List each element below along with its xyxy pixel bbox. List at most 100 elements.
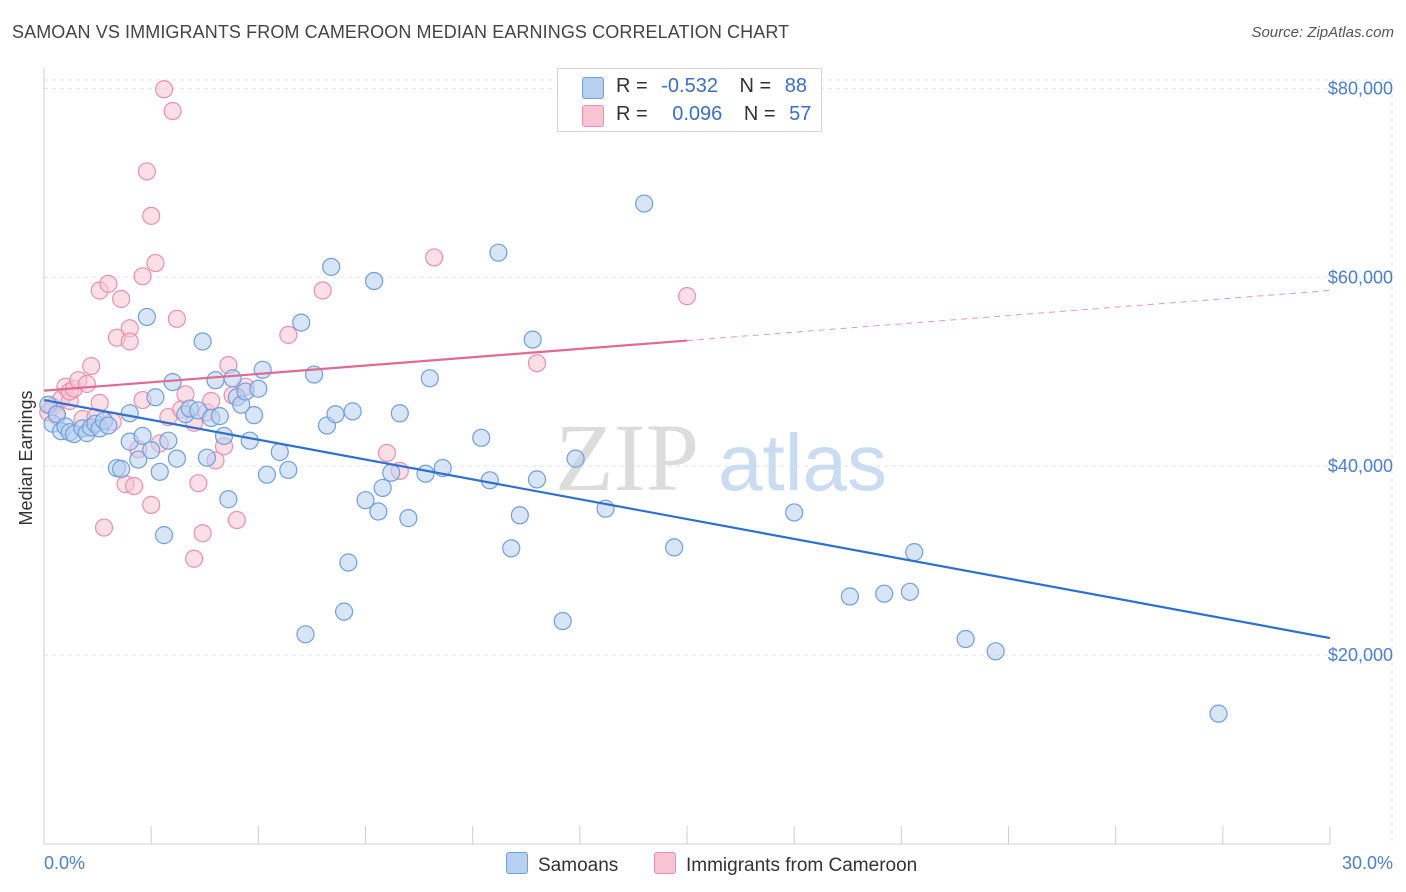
correlation-legend: R = -0.532 N = 88 R = 0.096 N = 57 [557, 68, 822, 132]
y-tick-label: $40,000 [1328, 456, 1393, 476]
point-cameroon [120, 332, 139, 351]
bottom-legend-swatch-pink [654, 852, 676, 874]
point-cameroon [184, 549, 204, 568]
point-cameroon [137, 162, 156, 181]
legend-n-value: 57 [789, 103, 812, 125]
point-samoans [219, 490, 238, 509]
point-samoans [343, 402, 362, 421]
point-cameroon [227, 510, 246, 530]
point-samoans [956, 629, 975, 649]
point-samoans [214, 426, 234, 446]
point-samoans [523, 330, 542, 349]
legend-swatch-blue [582, 77, 604, 99]
y-axis-title: Median Earnings [16, 390, 36, 525]
point-samoans [240, 431, 259, 450]
point-cameroon [142, 495, 161, 514]
point-samoans [875, 584, 894, 603]
point-cameroon [112, 289, 131, 309]
point-samoans [210, 407, 229, 426]
point-cameroon [279, 325, 298, 344]
point-samoans [356, 491, 375, 510]
legend-r-label: R = [616, 103, 648, 125]
point-samoans [270, 442, 289, 462]
x-tick-label-max: 30.0% [1342, 853, 1393, 873]
point-samoans [244, 406, 264, 425]
point-samoans [399, 509, 418, 528]
point-cameroon [377, 443, 397, 463]
point-cameroon [677, 287, 697, 306]
point-cameroon [82, 356, 101, 376]
legend-r-value: -0.532 [661, 75, 718, 97]
point-samoans [986, 642, 1005, 661]
y-tick-label: $60,000 [1328, 267, 1393, 287]
point-samoans [257, 465, 277, 484]
bottom-legend-label: Samoans [538, 855, 619, 876]
point-samoans [510, 506, 529, 525]
point-samoans [382, 463, 401, 482]
point-samoans [326, 405, 345, 424]
point-cameroon [142, 206, 161, 225]
point-samoans [193, 332, 212, 351]
point-samoans [1209, 704, 1228, 723]
data-points [39, 80, 1228, 723]
bottom-legend-cameroon: Immigrants from Cameroon [654, 852, 917, 877]
y-tick-label: $20,000 [1328, 645, 1393, 665]
legend-r-label: R = [616, 75, 648, 97]
point-samoans [472, 428, 491, 447]
point-samoans [334, 602, 354, 621]
axes [43, 68, 1331, 845]
point-samoans [900, 582, 920, 601]
point-cameroon [77, 374, 96, 394]
point-cameroon [527, 354, 547, 373]
y-tick-label: $80,000 [1328, 78, 1393, 98]
watermark: ZIP atlas [555, 404, 887, 511]
point-samoans [197, 448, 216, 467]
point-samoans [840, 587, 859, 606]
bottom-legend-label: Immigrants from Cameroon [686, 855, 918, 876]
legend-swatch-pink [582, 105, 604, 127]
point-samoans [159, 431, 178, 450]
point-cameroon [154, 80, 174, 99]
point-samoans [47, 405, 66, 424]
point-samoans [206, 371, 225, 390]
point-samoans [279, 460, 298, 480]
point-samoans [146, 388, 165, 407]
legend-r-value: 0.096 [672, 103, 723, 125]
point-samoans [129, 450, 148, 469]
source-label: Source: ZipAtlas.com [1251, 24, 1394, 41]
point-cameroon [167, 309, 186, 328]
point-samoans [502, 539, 521, 558]
point-samoans [785, 503, 804, 522]
point-cameroon [163, 101, 182, 121]
point-samoans [339, 553, 358, 572]
x-tick-label-min: 0.0% [44, 853, 85, 873]
legend-n-label: N = [743, 103, 776, 125]
point-samoans [416, 464, 435, 483]
point-samoans [322, 257, 341, 276]
point-samoans [905, 543, 924, 562]
point-samoans [489, 243, 508, 262]
point-samoans [566, 449, 585, 468]
point-cameroon [94, 518, 114, 537]
legend-n-label: N = [739, 75, 772, 97]
point-samoans [480, 471, 499, 490]
point-samoans [167, 449, 186, 468]
point-samoans [665, 538, 684, 557]
point-samoans [364, 271, 384, 291]
bottom-legend-swatch-blue [506, 852, 528, 874]
point-samoans [296, 625, 315, 644]
point-samoans [292, 313, 311, 332]
point-cameroon [146, 253, 165, 273]
point-samoans [112, 459, 131, 479]
point-samoans [373, 478, 392, 497]
point-samoans [223, 369, 242, 388]
point-samoans [635, 194, 654, 213]
point-cameroon [133, 267, 152, 286]
point-samoans [142, 441, 161, 460]
watermark-atlas: atlas [718, 418, 887, 507]
axis-labels: $20,000 $40,000 $60,000 $80,000 0.0% 30.0% Med… [16, 78, 1393, 873]
trend-line-cameroon [43, 339, 688, 392]
point-samoans [527, 470, 547, 489]
legend-n-value: 88 [784, 75, 808, 97]
